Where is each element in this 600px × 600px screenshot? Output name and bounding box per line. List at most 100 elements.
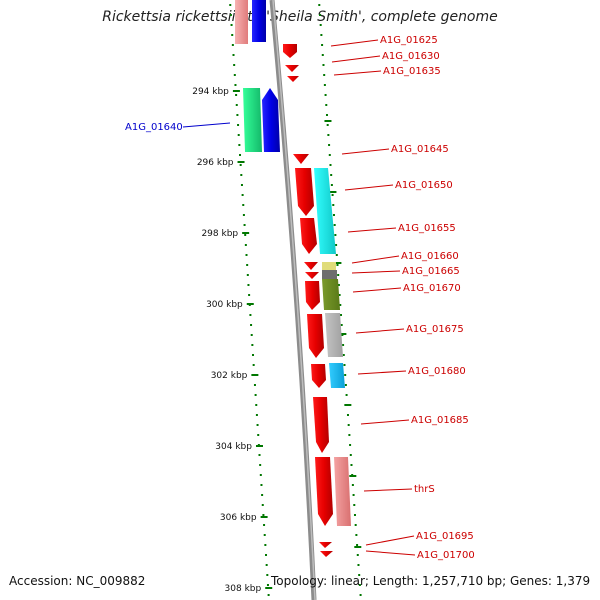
gene-label[interactable]: A1G_01680	[408, 366, 466, 377]
scale-dot	[324, 94, 327, 96]
scale-dot	[240, 184, 243, 186]
gene-arrow-a1g-01700[interactable]	[320, 551, 333, 557]
scale-dot	[255, 404, 258, 406]
gene-arrow-a1g-01640-blue[interactable]	[262, 88, 280, 152]
scale-dot	[322, 64, 325, 66]
gene-label[interactable]: A1G_01645	[391, 144, 449, 155]
scale-dot	[233, 64, 236, 66]
gene-label[interactable]: A1G_01665	[402, 266, 460, 277]
scale-dot	[356, 544, 359, 546]
gene-box-a1g-01660-yellow[interactable]	[322, 262, 336, 271]
gene-arrow-blue-top[interactable]	[252, 0, 266, 42]
scale-tick-label: 306 kbp	[220, 513, 257, 523]
scale-major-tick	[354, 546, 362, 548]
right-scale-dots	[318, 4, 362, 596]
scale-dot	[339, 304, 342, 306]
scale-dot	[232, 54, 235, 56]
scale-dot	[323, 74, 326, 76]
scale-dot	[242, 214, 245, 216]
genome-title: Rickettsia rickettsii str. 'Sheila Smith…	[102, 9, 498, 25]
scale-dot	[258, 454, 261, 456]
gene-arrow-a1g-01675[interactable]	[307, 314, 324, 358]
scale-dot	[334, 234, 337, 236]
accession-label: Accession: NC_009882	[9, 574, 146, 588]
scale-dot	[244, 234, 247, 236]
scale-dot	[237, 124, 240, 126]
scale-dot	[247, 284, 250, 286]
gene-label[interactable]: A1G_01630	[382, 51, 440, 62]
scale-major-tick	[255, 445, 263, 447]
scale-dot	[241, 194, 244, 196]
gene-box-a1g-01680-sky[interactable]	[329, 363, 345, 388]
gene-arrow-a1g-01655[interactable]	[300, 218, 317, 254]
gene-arrow-a1g-01670[interactable]	[305, 281, 320, 310]
scale-dot	[248, 294, 251, 296]
gene-arrow-a1g-01680[interactable]	[311, 364, 326, 388]
gene-label[interactable]: A1G_01670	[403, 283, 461, 294]
gene-arrow-a1g-01650[interactable]	[295, 168, 314, 216]
gene-arrow-a1g-01640-green[interactable]	[243, 88, 262, 152]
gene-arrow-a1g-01625[interactable]	[235, 0, 248, 44]
gene-box-thrs-salmon[interactable]	[334, 457, 351, 526]
scale-dot	[325, 104, 328, 106]
gene-label[interactable]: A1G_01685	[411, 415, 469, 426]
scale-major-tick	[334, 262, 342, 264]
scale-dot	[330, 184, 333, 186]
scale-dot	[251, 344, 254, 346]
scale-dot	[250, 334, 253, 336]
gene-label[interactable]: A1G_01625	[380, 35, 438, 46]
gene-arrow-a1g-01660[interactable]	[304, 262, 318, 270]
scale-dot	[319, 24, 322, 26]
scale-dot	[260, 484, 263, 486]
scale-tick-label: 300 kbp	[206, 300, 243, 310]
scale-dot	[321, 44, 324, 46]
scale-dot	[352, 494, 355, 496]
scale-dot	[262, 514, 265, 516]
gene-arrow-a1g-01695[interactable]	[319, 542, 332, 548]
gene-label[interactable]: A1G_01700	[417, 550, 475, 561]
gene-box-a1g-01665-grey[interactable]	[322, 270, 337, 279]
topology-summary: Topology: linear; Length: 1,257,710 bp; …	[271, 574, 591, 588]
gene-arrow-a1g-01645[interactable]	[293, 154, 309, 164]
scale-major-tick	[251, 374, 259, 376]
scale-dot	[332, 214, 335, 216]
scale-dot	[229, 4, 232, 6]
scale-dot	[359, 594, 362, 596]
scale-dot	[239, 154, 242, 156]
scale-dot	[237, 134, 240, 136]
scale-tick-label: 308 kbp	[225, 584, 262, 594]
scale-major-tick	[242, 232, 250, 234]
gene-label[interactable]: A1G_01640	[125, 122, 183, 133]
scale-dot	[250, 324, 253, 326]
gene-label[interactable]: A1G_01675	[406, 324, 464, 335]
scale-dot	[249, 314, 252, 316]
gene-label[interactable]: A1G_01650	[395, 180, 453, 191]
scale-dot	[265, 564, 268, 566]
gene-arrow-a1g-01685[interactable]	[313, 397, 329, 453]
scale-tick-label: 296 kbp	[197, 158, 234, 168]
scale-dot	[353, 514, 356, 516]
gene-arrow-a1g-01650-cyan[interactable]	[314, 168, 336, 254]
gene-box-a1g-01670-olive[interactable]	[322, 279, 340, 310]
scale-dot	[350, 464, 353, 466]
scale-tick-label: 302 kbp	[211, 371, 248, 381]
gene-label[interactable]: A1G_01660	[401, 251, 459, 262]
gene-arrow-a1g-01635-1[interactable]	[285, 65, 299, 72]
scale-dot	[328, 154, 331, 156]
scale-dot	[318, 4, 321, 6]
scale-labels: 294 kbp 296 kbp 298 kbp 300 kbp 302 kbp 304 k…	[192, 87, 362, 594]
scale-dot	[252, 354, 255, 356]
scale-tick-label: 304 kbp	[215, 442, 252, 452]
gene-label[interactable]: thrS	[414, 484, 435, 495]
scale-dot	[257, 434, 260, 436]
gene-arrow-a1g-01635-2[interactable]	[287, 76, 299, 82]
gene-arrow-a1g-01630[interactable]	[283, 44, 297, 58]
gene-label[interactable]: A1G_01635	[383, 66, 441, 77]
scale-dot	[349, 454, 352, 456]
gene-arrow-a1g-01665[interactable]	[305, 272, 319, 279]
gene-box-a1g-01675-grey[interactable]	[325, 313, 343, 357]
gene-label[interactable]: A1G_01695	[416, 531, 474, 542]
gene-label[interactable]: A1G_01655	[398, 223, 456, 234]
scale-major-tick	[237, 161, 245, 163]
gene-arrow-thrs[interactable]	[315, 457, 333, 526]
